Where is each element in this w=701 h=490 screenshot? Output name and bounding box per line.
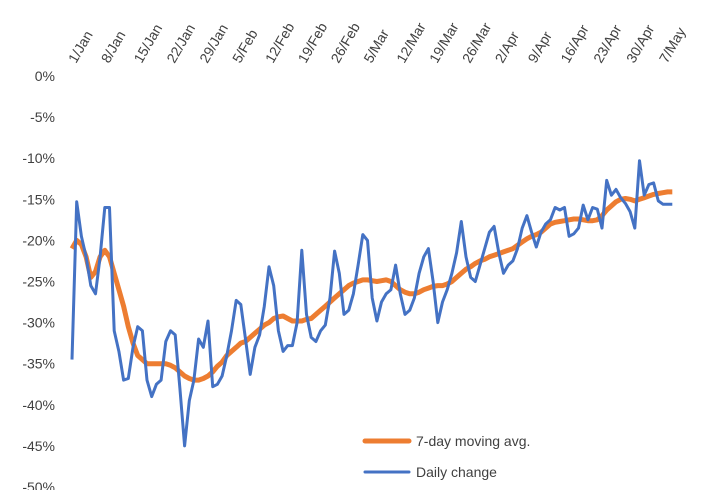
x-tick-label: 15/Jan bbox=[130, 21, 165, 65]
x-tick-label: 12/Feb bbox=[262, 20, 298, 66]
y-tick-label: -5% bbox=[30, 109, 55, 125]
y-tick-label: -10% bbox=[22, 150, 55, 166]
x-tick-label: 9/Apr bbox=[524, 28, 555, 65]
y-tick-label: -40% bbox=[22, 397, 55, 413]
x-tick-label: 5/Mar bbox=[360, 26, 392, 65]
y-tick-label: -20% bbox=[22, 232, 55, 248]
x-tick-label: 26/Feb bbox=[327, 20, 363, 66]
y-tick-label: 0% bbox=[35, 68, 55, 84]
y-tick-label: -15% bbox=[22, 191, 55, 207]
x-tick-label: 8/Jan bbox=[98, 28, 129, 66]
y-tick-label: -25% bbox=[22, 274, 55, 290]
x-tick-label: 5/Feb bbox=[229, 26, 261, 65]
x-tick-label: 30/Apr bbox=[623, 21, 658, 65]
x-tick-label: 26/Mar bbox=[459, 19, 495, 65]
y-tick-label: -50% bbox=[22, 479, 55, 490]
legend-label: Daily change bbox=[416, 464, 497, 480]
x-tick-label: 12/Mar bbox=[393, 19, 429, 65]
x-tick-label: 1/Jan bbox=[65, 28, 96, 66]
line-series bbox=[70, 159, 673, 448]
x-tick-label: 19/Feb bbox=[295, 20, 331, 66]
y-tick-label: -30% bbox=[22, 315, 55, 331]
x-tick-label: 2/Apr bbox=[492, 28, 523, 65]
y-tick-label: -45% bbox=[22, 438, 55, 454]
x-tick-label: 7/May bbox=[656, 24, 689, 65]
y-tick-label: -35% bbox=[22, 356, 55, 372]
x-tick-label: 19/Mar bbox=[426, 19, 462, 65]
x-tick-label: 23/Apr bbox=[590, 21, 625, 65]
x-tick-label: 16/Apr bbox=[557, 21, 592, 65]
legend-label: 7-day moving avg. bbox=[416, 433, 530, 449]
x-tick-label: 22/Jan bbox=[163, 21, 198, 65]
x-tick-label: 29/Jan bbox=[196, 21, 231, 65]
